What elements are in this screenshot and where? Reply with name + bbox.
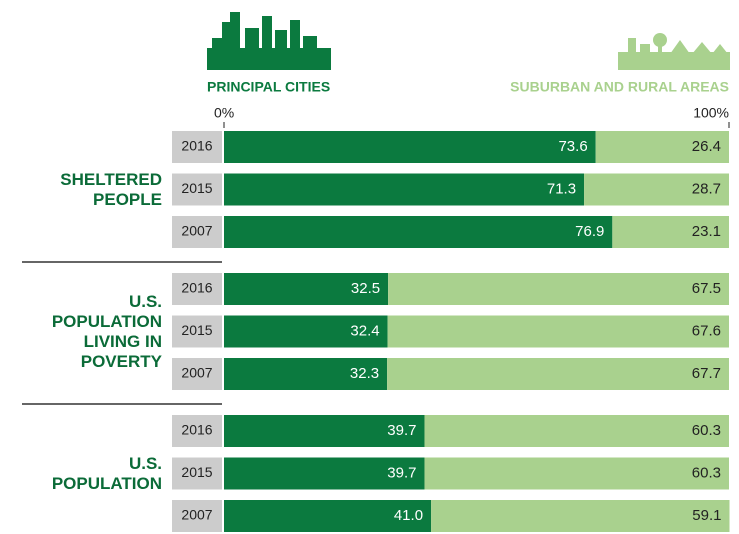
- bar: [224, 216, 613, 248]
- value-label: 76.9: [575, 223, 604, 240]
- year-box: [172, 358, 222, 390]
- group-label: U.S. POPULATION: [51, 453, 162, 493]
- value-label: 71.3: [547, 180, 576, 197]
- bar: [388, 273, 729, 305]
- bar: [224, 358, 388, 390]
- value-label: 67.6: [692, 322, 721, 339]
- y-tick-label: 2015: [181, 180, 212, 196]
- year-box: [172, 131, 222, 163]
- value-label: 67.5: [692, 280, 721, 297]
- bar: [387, 358, 729, 390]
- bar: [431, 500, 730, 532]
- value-label: 26.4: [692, 138, 721, 155]
- bar: [224, 173, 585, 206]
- value-label: 73.6: [558, 138, 587, 155]
- year-box: [172, 500, 222, 532]
- y-tick-label: 2007: [181, 365, 212, 381]
- group-label: U.S. POPULATION LIVING IN POVERTY: [51, 291, 162, 371]
- x-tick-label: 100%: [693, 105, 729, 121]
- legend-label: SUBURBAN AND RURAL AREAS: [510, 79, 729, 95]
- legend-label: PRINCIPAL CITIES: [207, 79, 330, 95]
- bar: [584, 173, 729, 206]
- value-label: 32.4: [350, 322, 379, 339]
- value-label: 67.7: [692, 365, 721, 382]
- bar: [612, 216, 729, 248]
- suburb-icon: [618, 33, 730, 70]
- y-tick-label: 2015: [181, 322, 212, 338]
- x-tick-label: 0%: [214, 105, 234, 121]
- bar: [224, 131, 596, 163]
- bar: [595, 131, 729, 163]
- bar: [224, 315, 388, 348]
- value-label: 32.5: [351, 280, 380, 297]
- year-box: [172, 415, 222, 447]
- value-label: 41.0: [394, 507, 423, 524]
- year-box: [172, 216, 222, 248]
- bar: [224, 457, 425, 490]
- value-label: 28.7: [692, 180, 721, 197]
- year-box: [172, 315, 222, 348]
- bar: [224, 273, 389, 305]
- bar: [387, 315, 729, 348]
- year-box: [172, 273, 222, 305]
- bar: [224, 415, 425, 447]
- bar: [424, 457, 729, 490]
- value-label: 39.7: [387, 464, 416, 481]
- bar: [224, 500, 432, 532]
- value-label: 60.3: [692, 464, 721, 481]
- year-box: [172, 457, 222, 490]
- group-label: SHELTERED PEOPLE: [60, 169, 162, 209]
- value-label: 59.1: [692, 507, 721, 524]
- y-tick-label: 2016: [181, 422, 212, 438]
- y-tick-label: 2007: [181, 507, 212, 523]
- value-label: 39.7: [387, 422, 416, 439]
- y-tick-label: 2015: [181, 464, 212, 480]
- value-label: 23.1: [692, 223, 721, 240]
- value-label: 60.3: [692, 422, 721, 439]
- y-tick-label: 2007: [181, 223, 212, 239]
- year-box: [172, 173, 222, 206]
- city-icon: [207, 12, 331, 70]
- bar: [424, 415, 729, 447]
- y-tick-label: 2016: [181, 280, 212, 296]
- y-tick-label: 2016: [181, 138, 212, 154]
- value-label: 32.3: [350, 365, 379, 382]
